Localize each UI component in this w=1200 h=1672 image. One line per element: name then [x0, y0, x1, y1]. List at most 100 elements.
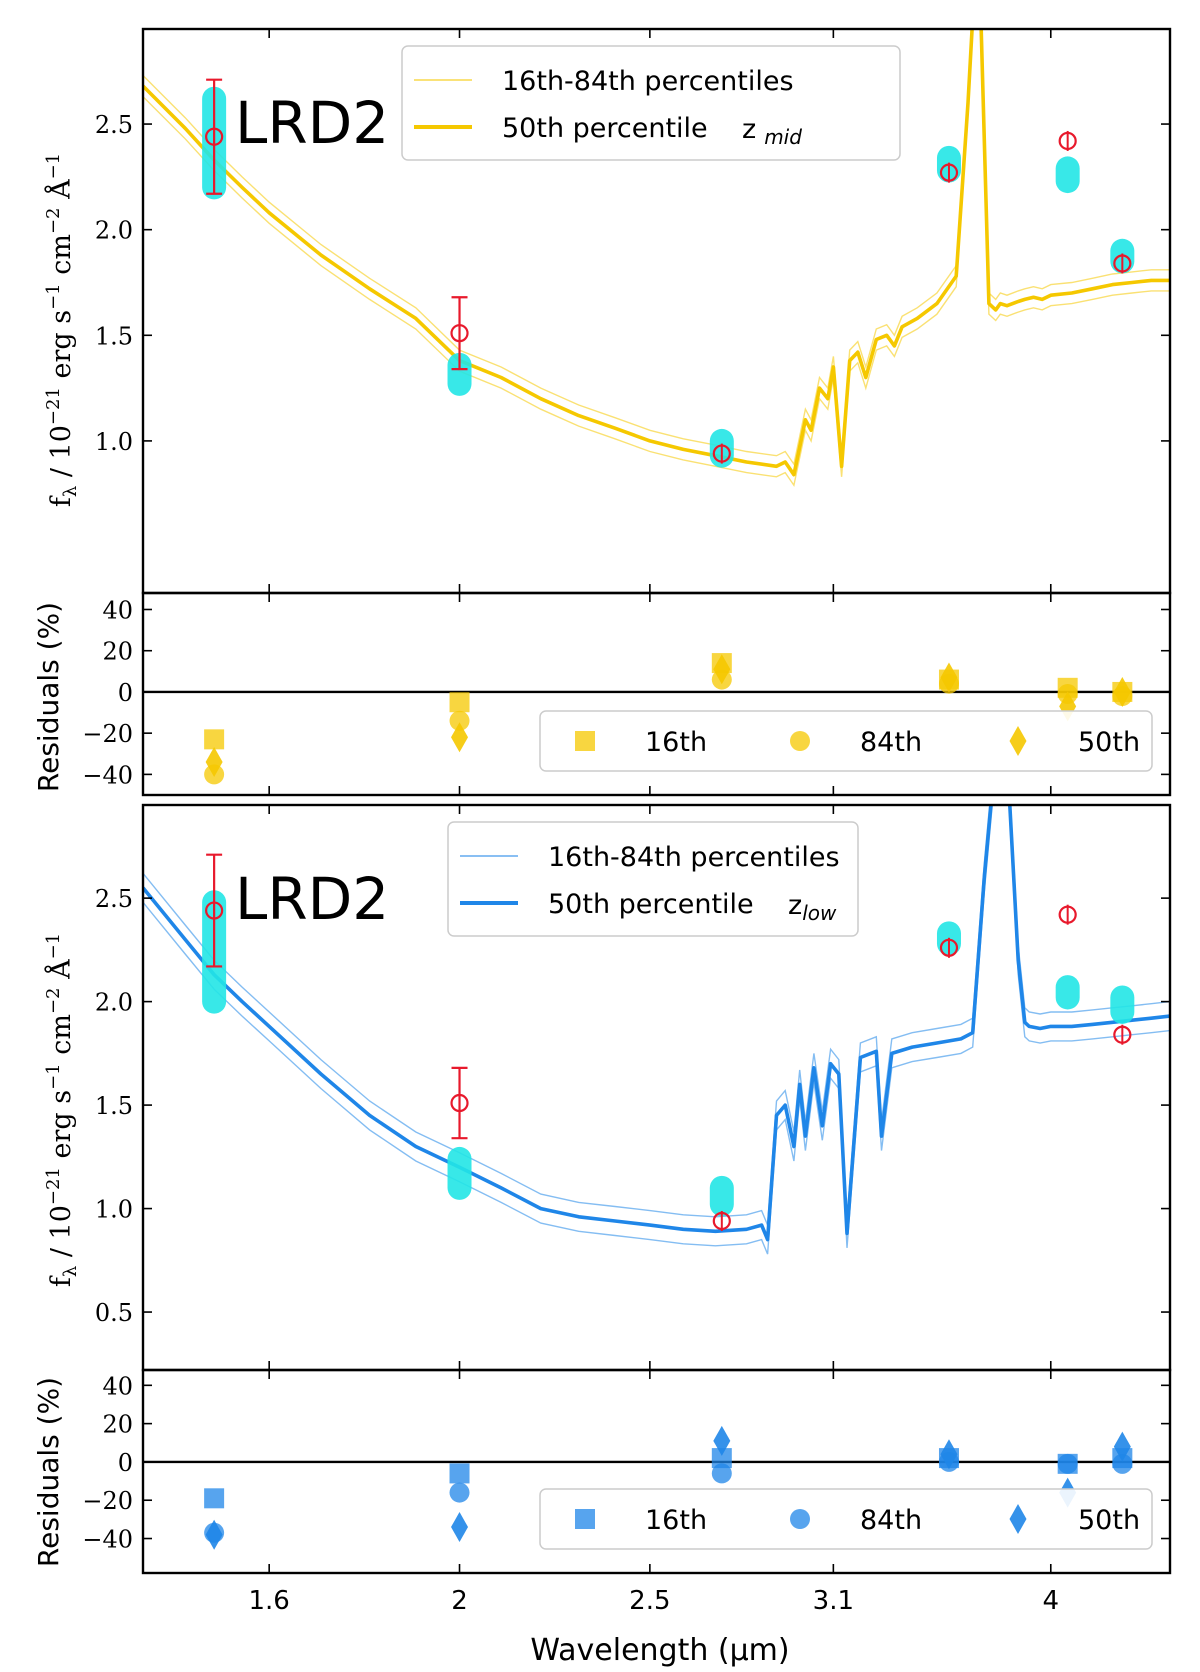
x-tick-label: 1.6 — [248, 1586, 289, 1616]
observed-point — [939, 937, 959, 958]
observed-point — [1113, 253, 1132, 274]
percentile-50th-line — [143, 805, 1170, 1242]
legend: 16th-84th percentiles 50th percentile z mid — [401, 45, 901, 161]
observed-point — [450, 296, 469, 371]
observed-point — [1113, 1024, 1132, 1045]
percentile-16th-line — [143, 29, 1170, 488]
legend-marker-50th — [1009, 726, 1027, 756]
observed-point — [712, 1210, 731, 1231]
legend-label-50th: 50th percentile — [548, 889, 754, 920]
observed-point — [205, 78, 224, 195]
residual-16th-marker — [449, 1463, 470, 1484]
observed-point — [1058, 904, 1077, 925]
residuals-legend: 16th 84th 50th — [539, 1488, 1153, 1550]
y-tick-label: 40 — [102, 1372, 133, 1400]
legend-box — [447, 821, 859, 937]
residual-50th-marker — [205, 747, 223, 778]
residual-16th-marker — [449, 692, 470, 713]
observed-point — [939, 162, 959, 183]
residual-16th-marker — [204, 1488, 225, 1509]
top-spectrum-panel: 1.0 1.5 2.0 2.5 LRD2 16th-84th percentiles 50t… — [95, 27, 1172, 595]
observed-marker — [1058, 905, 1077, 924]
residual-84th-marker — [449, 710, 470, 731]
legend-label-84th: 84th — [860, 727, 922, 758]
residual-50th-marker — [1113, 1431, 1131, 1462]
observed-marker — [712, 444, 731, 463]
y-tick-label: 1.0 — [95, 428, 133, 456]
residual-50th-marker — [940, 662, 958, 693]
residual-16th-marker — [204, 729, 225, 750]
y-tick-label: 1.5 — [95, 322, 133, 350]
residual-84th-marker — [1112, 1453, 1133, 1474]
legend: 16th-84th percentiles 50th percentile zlow — [447, 821, 859, 937]
observed-marker — [1058, 131, 1077, 151]
top-residuals-panel: −40 −20 0 20 40 16th 84th 50th — [82, 591, 1172, 797]
plot-area — [143, 29, 1170, 488]
legend-label-percentiles: 16th-84th percentiles — [548, 842, 840, 873]
percentile-50th-line — [143, 29, 1170, 477]
residual-50th-marker — [1113, 676, 1131, 707]
residual-50th-marker — [713, 654, 731, 685]
observed-marker — [450, 324, 469, 343]
residuals-legend-box — [539, 710, 1153, 772]
x-tick-label: 2 — [451, 1586, 468, 1616]
residual-50th-marker — [713, 1425, 731, 1456]
residuals-legend: 16th 84th 50th — [539, 710, 1153, 772]
observed-point — [450, 1066, 469, 1140]
residual-50th-marker — [940, 1439, 958, 1470]
y-tick-label: 20 — [102, 1411, 133, 1439]
residual-50th-marker — [451, 722, 469, 753]
x-tick-label: 2.5 — [629, 1586, 670, 1616]
observed-marker — [1113, 1025, 1132, 1044]
y-tick-label: 2.0 — [95, 217, 133, 245]
residuals-frame — [141, 1368, 1172, 1575]
bottom-spectrum-panel: 0.5 1.0 1.5 2.0 2.5 LRD2 16th-84th percentiles… — [95, 803, 1172, 1372]
residual-84th-marker — [449, 1482, 470, 1503]
observed-marker — [1113, 254, 1132, 273]
x-axis-label: Wavelength (μm) — [530, 1633, 789, 1668]
y-tick-label: −40 — [82, 761, 133, 789]
residual-16th-marker — [711, 1448, 732, 1469]
legend-label-50th: 50th — [1078, 727, 1140, 758]
legend-label-84th: 84th — [860, 1505, 922, 1536]
percentile-84th-line — [143, 805, 1170, 1226]
percentile-84th-line — [143, 29, 1170, 466]
residual-50th-marker — [205, 1519, 223, 1550]
observed-marker — [939, 163, 959, 182]
legend-marker-16th — [575, 731, 595, 751]
y-tick-label: 1.5 — [95, 1092, 133, 1120]
y-tick-label: −20 — [82, 1487, 133, 1515]
observed-marker — [450, 1093, 469, 1113]
observed-point — [712, 443, 731, 464]
bottom-residuals-panel: −40 −20 0 20 40 1.6 2 2.5 3.1 4 16th 84th 50th — [82, 1368, 1172, 1616]
y-tick-label: −40 — [82, 1526, 133, 1554]
y-tick-label: 2.5 — [95, 885, 133, 913]
legend-marker-84th — [790, 1509, 810, 1529]
y-tick-label: 2.5 — [95, 111, 133, 139]
y-tick-label: 1.0 — [95, 1196, 133, 1224]
y-tick-label: −20 — [82, 720, 133, 748]
y-axis-label-top: fλ / 10−21 erg s−1 cm−2 Å−1 — [43, 153, 81, 507]
observed-marker — [205, 127, 224, 146]
x-tick-label: 3.1 — [813, 1586, 854, 1616]
observed-point — [205, 853, 224, 968]
legend-marker-84th — [790, 731, 810, 751]
legend-marker-50th — [1009, 1504, 1027, 1534]
observed-marker — [712, 1211, 731, 1231]
y-tick-label: 40 — [102, 596, 133, 624]
observed-marker — [939, 938, 959, 957]
panel-title: LRD2 — [235, 865, 389, 933]
y-axis-label-bottom: fλ / 10−21 erg s−1 cm−2 Å−1 — [43, 933, 81, 1287]
plot-area — [143, 805, 1170, 1255]
legend-label-percentiles: 16th-84th percentiles — [502, 66, 794, 97]
y-tick-label: 20 — [102, 638, 133, 666]
legend-label-50th: 50th — [1078, 1505, 1140, 1536]
y-tick-label: 0 — [118, 679, 133, 707]
observed-marker — [205, 901, 224, 920]
legend-label-16th: 16th — [645, 727, 707, 758]
residual-84th-marker — [1057, 1453, 1078, 1474]
observed-point — [1058, 130, 1077, 151]
y-tick-label: 0.5 — [95, 1299, 133, 1327]
legend-label-50th: 50th percentile — [502, 113, 708, 144]
legend-label-16th: 16th — [645, 1505, 707, 1536]
